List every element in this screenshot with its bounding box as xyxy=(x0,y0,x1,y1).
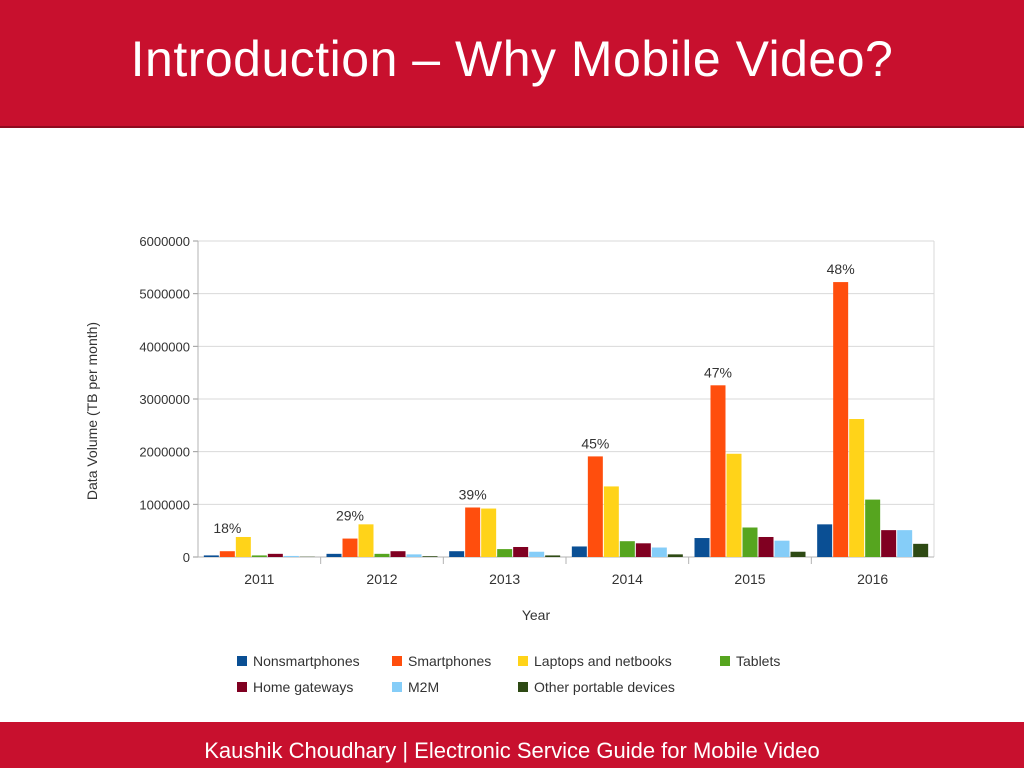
legend-label-m2m: M2M xyxy=(408,679,439,695)
bar-nonsmartphones-2013 xyxy=(449,551,465,557)
bar-laptops-and-netbooks-2014 xyxy=(603,486,619,557)
legend-label-home-gateways: Home gateways xyxy=(253,679,353,695)
y-tick-label: 1000000 xyxy=(139,497,190,512)
bar-nonsmartphones-2016 xyxy=(817,524,833,557)
bar-other-portable-devices-2014 xyxy=(667,554,683,557)
bar-other-portable-devices-2015 xyxy=(790,551,806,557)
bar-nonsmartphones-2015 xyxy=(694,538,710,557)
legend-label-laptops-and-netbooks: Laptops and netbooks xyxy=(534,653,672,669)
legend-swatch-laptops-and-netbooks xyxy=(518,656,528,666)
bar-home-gateways-2012 xyxy=(390,551,406,557)
bar-other-portable-devices-2016 xyxy=(913,543,929,557)
legend-swatch-m2m xyxy=(392,682,402,692)
percentage-label: 39% xyxy=(459,486,487,502)
bar-other-portable-devices-2012 xyxy=(422,556,438,557)
y-tick-label: 2000000 xyxy=(139,445,190,460)
legend-label-nonsmartphones: Nonsmartphones xyxy=(253,653,360,669)
legend-label-tablets: Tablets xyxy=(736,653,780,669)
y-tick-label: 3000000 xyxy=(139,392,190,407)
y-tick-label: 5000000 xyxy=(139,287,190,302)
legend-label-smartphones: Smartphones xyxy=(408,653,491,669)
bar-other-portable-devices-2013 xyxy=(545,555,561,557)
legend-swatch-smartphones xyxy=(392,656,402,666)
bar-tablets-2012 xyxy=(374,553,390,557)
bar-home-gateways-2015 xyxy=(758,536,774,557)
legend-swatch-nonsmartphones xyxy=(237,656,247,666)
bar-laptops-and-netbooks-2011 xyxy=(235,536,251,557)
bar-m2m-2016 xyxy=(897,530,913,557)
x-tick-label: 2016 xyxy=(857,571,888,587)
bar-m2m-2011 xyxy=(283,555,299,557)
legend-swatch-home-gateways xyxy=(237,682,247,692)
bar-tablets-2014 xyxy=(619,541,635,557)
bar-home-gateways-2014 xyxy=(635,543,651,557)
y-tick-label: 4000000 xyxy=(139,339,190,354)
percentage-label: 18% xyxy=(213,520,241,536)
bar-smartphones-2011 xyxy=(219,551,235,557)
x-tick-label: 2011 xyxy=(244,571,274,587)
percentage-label: 47% xyxy=(704,364,732,380)
y-tick-label: 0 xyxy=(183,550,190,565)
x-tick-label: 2014 xyxy=(612,571,643,587)
bar-tablets-2013 xyxy=(497,549,513,557)
footer-bar: Kaushik Choudhary | Electronic Service G… xyxy=(0,722,1024,768)
slide-footer: Kaushik Choudhary | Electronic Service G… xyxy=(204,738,820,763)
bar-tablets-2015 xyxy=(742,527,758,557)
bar-smartphones-2016 xyxy=(833,282,849,557)
legend-swatch-tablets xyxy=(720,656,730,666)
bar-tablets-2011 xyxy=(251,555,267,557)
bar-m2m-2012 xyxy=(406,554,422,557)
bar-smartphones-2014 xyxy=(587,456,603,557)
bar-home-gateways-2016 xyxy=(881,530,897,557)
bar-tablets-2016 xyxy=(865,499,881,557)
slide-title: Introduction – Why Mobile Video? xyxy=(130,31,894,87)
bar-home-gateways-2011 xyxy=(267,553,283,557)
percentage-label: 29% xyxy=(336,507,364,523)
bar-m2m-2013 xyxy=(529,551,545,557)
bar-smartphones-2013 xyxy=(465,507,481,557)
bar-laptops-and-netbooks-2013 xyxy=(481,508,497,557)
percentage-label: 48% xyxy=(827,261,855,277)
bar-nonsmartphones-2014 xyxy=(571,546,587,557)
legend-label-other-portable-devices: Other portable devices xyxy=(534,679,675,695)
bar-smartphones-2012 xyxy=(342,538,358,557)
bar-nonsmartphones-2012 xyxy=(326,553,342,557)
bar-laptops-and-netbooks-2012 xyxy=(358,524,374,557)
percentage-label: 45% xyxy=(581,435,609,451)
y-tick-label: 6000000 xyxy=(139,234,190,249)
title-bar: Introduction – Why Mobile Video? xyxy=(0,0,1024,128)
x-axis-title: Year xyxy=(522,607,551,623)
y-axis-title: Data Volume (TB per month) xyxy=(84,322,100,500)
x-tick-label: 2013 xyxy=(489,571,520,587)
bar-laptops-and-netbooks-2016 xyxy=(849,419,865,557)
bar-m2m-2014 xyxy=(651,547,667,557)
legend-swatch-other-portable-devices xyxy=(518,682,528,692)
bar-laptops-and-netbooks-2015 xyxy=(726,453,742,557)
bar-nonsmartphones-2011 xyxy=(203,555,219,557)
x-tick-label: 2015 xyxy=(734,571,765,587)
bar-smartphones-2015 xyxy=(710,385,726,557)
bar-home-gateways-2013 xyxy=(513,546,529,557)
x-tick-label: 2012 xyxy=(366,571,397,587)
bar-m2m-2015 xyxy=(774,540,790,557)
